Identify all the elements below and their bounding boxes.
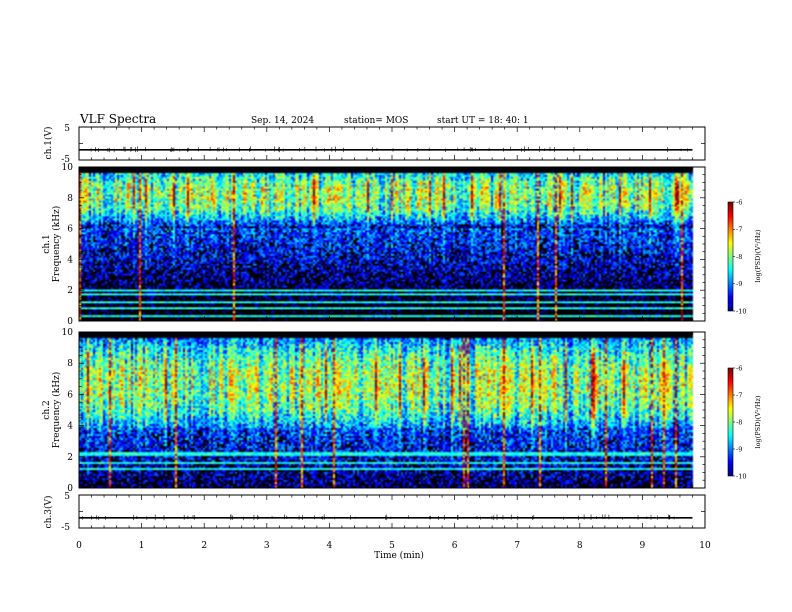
ch1-voltage-ytick-top: 5 (64, 124, 70, 134)
time-axis-tick-label: 2 (201, 541, 207, 551)
ch2-spectrogram-ylabel-line1: ch.2 (42, 400, 52, 419)
ch1-voltage-ytick-bottom: -5 (61, 155, 70, 165)
colorbar-tick-label: -8 (736, 253, 742, 261)
ch1-spectrogram-ylabel: ch.1 Frequency (kHz) (42, 206, 62, 283)
ch2-spectrogram-image (79, 332, 705, 488)
ch2-colorbar-ticks: -6 -7 -8 -9 -10 (733, 364, 746, 480)
spectrogram-ytick-label: 10 (62, 328, 74, 338)
ch3-voltage-x-ticks (78, 495, 706, 528)
time-axis-label: Time (min) (374, 550, 424, 561)
spectrogram-ytick-label: 6 (67, 390, 73, 400)
colorbar-gradient (728, 368, 733, 476)
time-axis-tick-label: 0 (76, 541, 82, 551)
time-axis-tick-label: 10 (699, 541, 711, 551)
time-axis-tick-label: 6 (452, 541, 458, 551)
spectrogram-ytick-label: 10 (62, 163, 74, 173)
colorbar-tick-label: -7 (736, 226, 742, 234)
ch1-spectrogram-image (79, 167, 705, 321)
header-station: station= MOS (344, 116, 408, 126)
figure-title: VLF Spectra (79, 112, 156, 126)
ch1-spectrogram-panel: 0 2 4 6 8 10 ch.1 Frequency (kHz) -6 -7 -8 -9 -10… (42, 163, 762, 327)
colorbar-tick-label: -9 (736, 445, 742, 453)
colorbar-tick-label: -10 (736, 472, 746, 480)
ch1-spectrogram-ticks (78, 166, 706, 322)
ch1-spectrogram-ytick-labels: 0 2 4 6 8 10 (62, 163, 74, 327)
ch1-voltage-panel: 5 -5 ch.1(V) (43, 124, 706, 165)
spectrogram-ytick-label: 4 (67, 422, 73, 432)
colorbar-tick-label: -8 (736, 418, 742, 426)
colorbar-tick-label: -6 (736, 198, 742, 206)
ch2-spectrogram-panel: 0 2 4 6 8 10 ch.2 Frequency (kHz) -6 -7 -8 -9 -10… (42, 328, 762, 494)
colorbar-tick-label: -6 (736, 364, 742, 372)
colorbar-gradient (728, 202, 733, 311)
colorbar-tick-label: -7 (736, 391, 742, 399)
ch1-colorbar-label: log(PSD)(V²/Hz) (754, 229, 762, 282)
colorbar-tick-label: -9 (736, 280, 742, 288)
header-date: Sep. 14, 2024 (251, 116, 314, 126)
time-axis-tick-labels: 0 1 2 3 4 5 6 7 8 9 10 (76, 541, 711, 551)
ch2-colorbar-label: log(PSD)(V²/Hz) (754, 395, 762, 448)
spectrogram-ytick-label: 4 (67, 255, 73, 265)
ch2-spectrogram-ylabel-line2: Frequency (kHz) (51, 372, 62, 449)
ch3-voltage-ytick-top: 5 (64, 492, 70, 502)
ch1-spectrogram-ylabel-line2: Frequency (kHz) (51, 206, 62, 283)
time-axis-tick-label: 8 (577, 541, 583, 551)
ch1-voltage-spikes (79, 126, 705, 161)
time-axis-tick-label: 1 (139, 541, 145, 551)
spectrogram-ytick-label: 0 (67, 317, 73, 327)
ch2-spectrogram-ticks (78, 331, 706, 489)
time-axis-tick-label: 5 (389, 541, 395, 551)
ch1-spectrogram-ylabel-line1: ch.1 (42, 234, 52, 253)
ch2-spectrogram-ytick-labels: 0 2 4 6 8 10 (62, 328, 74, 494)
ch3-voltage-spikes (79, 494, 705, 529)
spectrogram-ytick-label: 2 (67, 453, 73, 463)
spectrogram-ytick-label: 8 (67, 359, 73, 369)
ch1-voltage-ylabel: ch.1(V) (43, 127, 54, 160)
spectrogram-ytick-label: 8 (67, 194, 73, 204)
colorbar-tick-label: -10 (736, 307, 746, 315)
ch3-voltage-ylabel: ch.3(V) (43, 496, 54, 529)
time-axis-tick-label: 7 (514, 541, 520, 551)
time-axis-tick-label: 3 (264, 541, 270, 551)
ch2-spectrogram-ylabel: ch.2 Frequency (kHz) (42, 372, 62, 449)
ch1-voltage-x-ticks (78, 127, 706, 160)
spectrogram-ytick-label: 2 (67, 286, 73, 296)
time-axis-tick-label: 9 (640, 541, 646, 551)
ch3-voltage-panel: 5 -5 ch.3(V) (43, 492, 706, 533)
ch3-voltage-ytick-bottom: -5 (61, 523, 70, 533)
spectrogram-ytick-label: 6 (67, 225, 73, 235)
header-start-time: start UT = 18: 40: 1 (437, 116, 529, 126)
time-axis-tick-label: 4 (327, 541, 333, 551)
ch1-colorbar-ticks: -6 -7 -8 -9 -10 (733, 198, 746, 315)
spectrogram-ytick-label: 0 (67, 484, 73, 494)
